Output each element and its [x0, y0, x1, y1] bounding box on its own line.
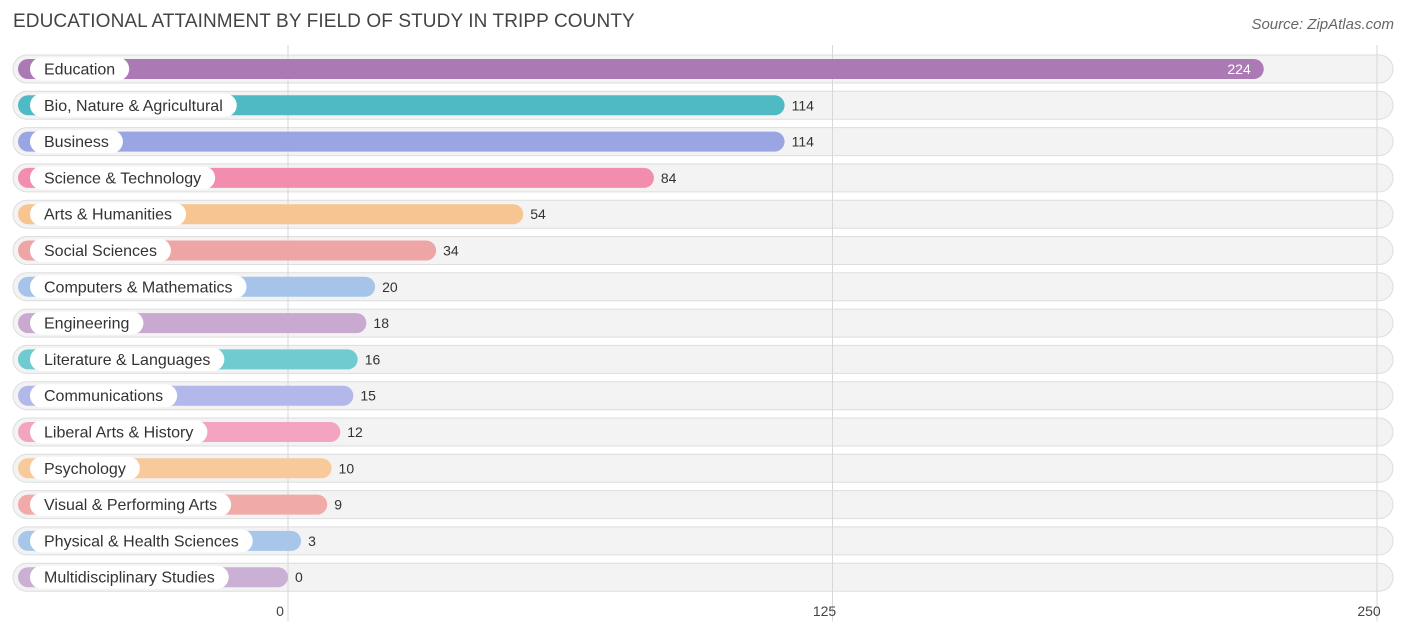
category-label-pill: [30, 384, 178, 408]
row-background: [12, 453, 1394, 483]
category-label-pill: [30, 239, 171, 262]
row-background: [12, 344, 1394, 374]
category-label-pill: [30, 166, 216, 190]
bar-group: Liberal Arts & History 12: [18, 420, 363, 444]
category-label: Arts & Humanities: [44, 207, 172, 224]
value-label: 9: [334, 497, 342, 513]
bar-group: Communications 15: [18, 384, 376, 408]
value-label: 34: [443, 243, 459, 259]
value-label: 12: [347, 424, 363, 440]
bar-group: Multidisciplinary Studies 0: [18, 565, 303, 589]
category-label: Visual & Performing Arts: [44, 497, 217, 514]
category-label: Literature & Languages: [44, 352, 210, 369]
category-label-pill: [30, 57, 130, 81]
bar-group: Physical & Health Sciences 3: [18, 529, 316, 553]
x-axis-ticks: 0 125 250: [276, 603, 1381, 619]
value-label: 15: [360, 388, 376, 404]
value-label: 3: [308, 533, 316, 549]
category-label: Science & Technology: [44, 170, 201, 187]
bar-group: Computers & Mathematics 20: [18, 275, 398, 299]
value-label: 18: [373, 315, 389, 331]
bar-group: Science & Technology 84: [18, 166, 677, 190]
category-label: Psychology: [44, 461, 126, 478]
value-label: 0: [295, 569, 303, 585]
value-label: 114: [792, 134, 815, 150]
category-label-pill: [30, 565, 229, 589]
value-label: 224: [1227, 61, 1251, 77]
category-label-pill: [30, 93, 237, 117]
value-label: 114: [792, 97, 815, 113]
category-label: Business: [44, 134, 109, 151]
bar-group: Literature & Languages 16: [18, 347, 381, 371]
value-label: 84: [661, 170, 677, 186]
value-label: 10: [339, 460, 355, 476]
bar: [18, 131, 785, 152]
row-background: [12, 417, 1394, 447]
bar-group: Visual & Performing Arts 9: [18, 493, 342, 517]
bar-group: Education 224: [18, 57, 1264, 81]
row-background: [12, 381, 1394, 411]
category-label: Education: [44, 62, 115, 79]
category-label: Computers & Mathematics: [44, 279, 233, 296]
row-background: [12, 490, 1394, 520]
category-label-pill: [30, 493, 232, 517]
bars: Education 224 Bio, Nature & Agricultural 11…: [18, 57, 1264, 589]
category-label-pill: [30, 311, 144, 335]
category-label-pill: [30, 420, 208, 444]
category-label: Multidisciplinary Studies: [44, 570, 215, 587]
category-label-pill: [30, 275, 247, 299]
category-label: Bio, Nature & Agricultural: [44, 98, 223, 115]
source-credit: Source: ZipAtlas.com: [1251, 16, 1394, 33]
category-label: Communications: [44, 388, 163, 405]
bar: [18, 59, 1264, 79]
x-tick-label: 125: [813, 603, 837, 619]
x-tick-label: 0: [276, 603, 284, 619]
chart-title: EDUCATIONAL ATTAINMENT BY FIELD OF STUDY…: [13, 11, 635, 32]
category-label-pill: [30, 456, 140, 480]
bar-group: Arts & Humanities 54: [18, 202, 546, 226]
bar-group: Engineering 18: [18, 311, 389, 335]
x-tick-label: 250: [1357, 603, 1381, 619]
category-label: Engineering: [44, 316, 129, 333]
value-label: 16: [365, 351, 381, 367]
category-label-pill: [30, 347, 225, 371]
row-background: [12, 562, 1394, 592]
category-label: Liberal Arts & History: [44, 425, 193, 442]
bar-group: Bio, Nature & Agricultural 114: [18, 93, 815, 117]
category-label-pill: [30, 130, 123, 154]
category-label-pill: [30, 529, 253, 553]
category-label: Social Sciences: [44, 243, 157, 260]
value-label: 54: [530, 206, 546, 222]
category-label-pill: [30, 202, 187, 226]
row-background: [12, 526, 1394, 556]
value-label: 20: [382, 279, 398, 295]
bar-group: Social Sciences 34: [18, 239, 459, 262]
category-label: Physical & Health Sciences: [44, 533, 239, 550]
bar-group: Business 114: [18, 130, 815, 154]
bar-group: Psychology 10: [18, 456, 355, 480]
